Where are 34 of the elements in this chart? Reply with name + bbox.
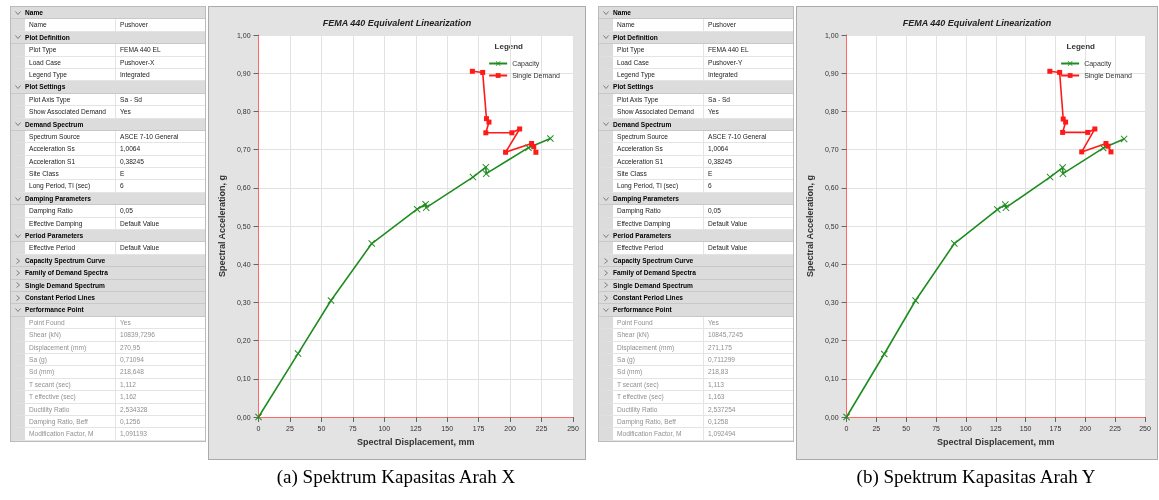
point — [327, 296, 335, 304]
point — [1060, 129, 1066, 135]
point — [1079, 149, 1085, 155]
point — [1047, 68, 1053, 74]
point — [422, 204, 430, 212]
point — [294, 350, 302, 358]
point — [843, 413, 851, 421]
y-axis-title: Spectral Acceleration, g — [804, 174, 815, 278]
point — [1108, 149, 1114, 155]
text: (a) Spektrum Kapasitas Arah X — [275, 466, 517, 488]
point — [482, 163, 490, 171]
legend-title: Legend — [1066, 41, 1096, 51]
point — [480, 69, 486, 75]
legend-title: Legend — [494, 41, 524, 51]
point — [482, 170, 490, 178]
point — [413, 205, 421, 213]
chart-title: FEMA 440 Equivalent Linearization — [322, 17, 472, 28]
point — [533, 149, 539, 155]
point — [531, 144, 537, 150]
text: (b) Spektrum Kapasitas Arah Y — [855, 466, 1097, 488]
point — [1057, 69, 1063, 75]
chart-title: FEMA 440 Equivalent Linearization — [902, 17, 1052, 28]
point — [483, 130, 489, 136]
point — [517, 126, 523, 132]
point — [255, 413, 263, 421]
point — [503, 149, 509, 155]
y-axis-title: Spectral Acceleration, g — [216, 174, 227, 278]
point — [509, 130, 515, 136]
point — [1085, 129, 1091, 135]
x-axis-title: Spectral Displacement, mm — [936, 436, 1055, 447]
point — [1092, 126, 1098, 132]
point — [469, 68, 475, 74]
point — [1059, 170, 1067, 178]
x-axis-title: Spectral Displacement, mm — [356, 436, 475, 447]
